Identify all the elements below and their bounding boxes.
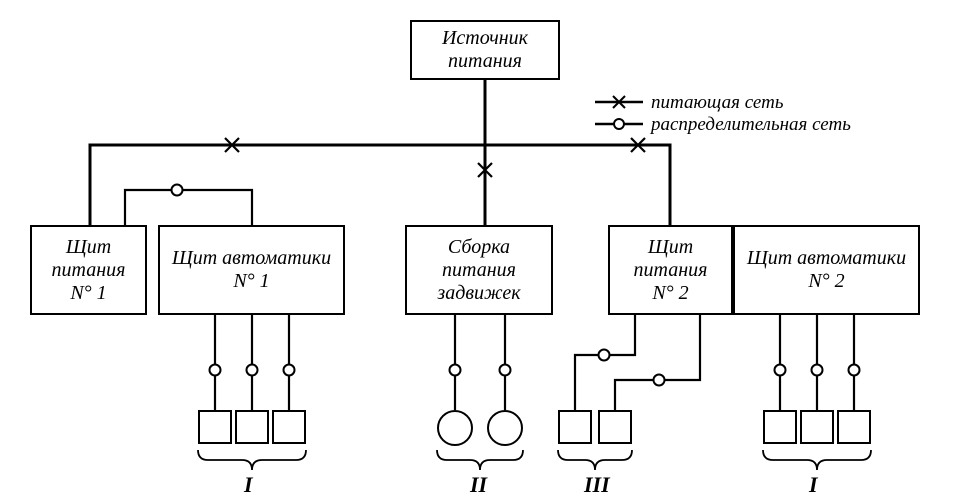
legend-label-feeder: питающая сеть xyxy=(651,92,784,113)
node-label: Сборка питания задвижек xyxy=(437,236,520,305)
leaf-square xyxy=(763,410,797,444)
node-label: Источник питания xyxy=(442,27,528,73)
node-label: Щит автоматики N° 2 xyxy=(747,247,906,293)
group-label: I xyxy=(244,472,253,498)
node-valves: Сборка питания задвижек xyxy=(405,225,553,315)
node-auto2: Щит автоматики N° 2 xyxy=(733,225,920,315)
leaf-square xyxy=(837,410,871,444)
node-panel1: Щит питания N° 1 xyxy=(30,225,147,315)
leaf-square xyxy=(800,410,834,444)
node-auto1: Щит автоматики N° 1 xyxy=(158,225,345,315)
node-label: Щит питания N° 2 xyxy=(634,236,708,305)
group-label: II xyxy=(470,472,487,498)
group-label: III xyxy=(584,472,610,498)
leaf-square xyxy=(235,410,269,444)
node-source: Источник питания xyxy=(410,20,560,80)
node-label: Щит автоматики N° 1 xyxy=(172,247,331,293)
node-label: Щит питания N° 1 xyxy=(52,236,126,305)
legend-label-distribution: распределительная сеть xyxy=(649,114,851,135)
leaf-circle xyxy=(487,410,523,446)
legend: питающая сетьраспределительная сеть xyxy=(595,90,935,146)
node-panel2: Щит питания N° 2 xyxy=(608,225,733,315)
leaf-square xyxy=(272,410,306,444)
leaf-square xyxy=(558,410,592,444)
leaf-circle xyxy=(437,410,473,446)
leaf-square xyxy=(198,410,232,444)
leaf-square xyxy=(598,410,632,444)
group-label: I xyxy=(809,472,818,498)
